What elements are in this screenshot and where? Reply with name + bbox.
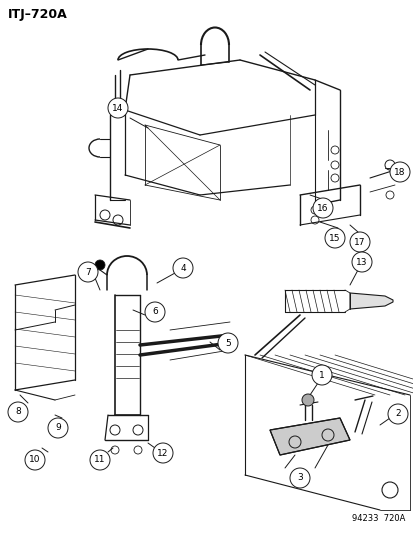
Circle shape (173, 258, 192, 278)
Text: 8: 8 (15, 408, 21, 416)
Text: 11: 11 (94, 456, 105, 464)
Text: 10: 10 (29, 456, 40, 464)
Circle shape (289, 468, 309, 488)
Text: 1: 1 (318, 370, 324, 379)
Text: 18: 18 (393, 167, 405, 176)
Circle shape (218, 333, 237, 353)
Text: 15: 15 (328, 233, 340, 243)
Polygon shape (349, 293, 392, 309)
Circle shape (78, 262, 98, 282)
Text: 13: 13 (356, 257, 367, 266)
Text: ITJ–720A: ITJ–720A (8, 8, 68, 21)
Text: 5: 5 (225, 338, 230, 348)
Circle shape (387, 404, 407, 424)
Circle shape (95, 260, 105, 270)
Circle shape (349, 232, 369, 252)
Text: 94233  720A: 94233 720A (351, 514, 404, 523)
Circle shape (311, 365, 331, 385)
Text: 14: 14 (112, 103, 123, 112)
Circle shape (108, 98, 128, 118)
Polygon shape (269, 418, 349, 455)
Circle shape (153, 443, 173, 463)
Circle shape (351, 252, 371, 272)
Text: 17: 17 (354, 238, 365, 246)
Circle shape (312, 198, 332, 218)
Circle shape (324, 228, 344, 248)
Circle shape (145, 302, 165, 322)
Circle shape (48, 418, 68, 438)
Text: 12: 12 (157, 448, 168, 457)
Text: 16: 16 (316, 204, 328, 213)
Circle shape (90, 450, 110, 470)
Text: 3: 3 (297, 473, 302, 482)
Circle shape (389, 162, 409, 182)
Text: 4: 4 (180, 263, 185, 272)
Circle shape (25, 450, 45, 470)
Text: 7: 7 (85, 268, 91, 277)
Circle shape (8, 402, 28, 422)
Text: 6: 6 (152, 308, 157, 317)
Text: 9: 9 (55, 424, 61, 432)
Circle shape (301, 394, 313, 406)
Text: 2: 2 (394, 409, 400, 418)
